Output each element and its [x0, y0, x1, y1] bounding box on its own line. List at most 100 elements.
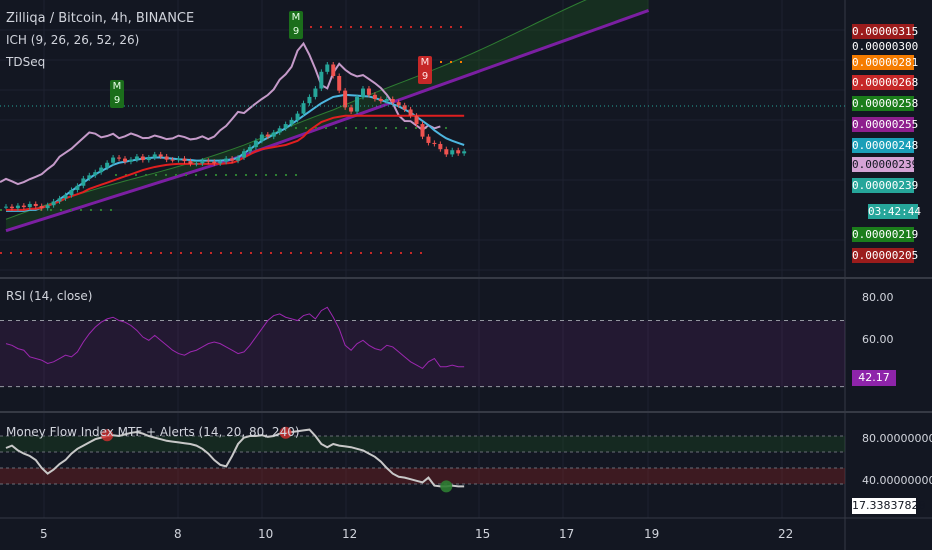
candle-body: [33, 203, 38, 207]
candle-body: [63, 195, 68, 199]
candle-body: [343, 90, 348, 108]
candle-body: [128, 159, 133, 162]
candle-body: [242, 151, 246, 158]
mfi-overbought-band: [0, 436, 845, 452]
candle-body: [152, 154, 157, 158]
price-tag: 0.00000248: [852, 138, 919, 153]
candle-body: [337, 76, 342, 91]
candle-body: [462, 151, 467, 154]
candle-body: [21, 205, 26, 208]
td-marker-green-left: M 9: [110, 80, 124, 108]
mfi-alert-oversold: [440, 480, 453, 493]
mfi-oversold-band: [0, 468, 845, 484]
time-tick-label: 17: [559, 527, 575, 541]
candle-body: [164, 156, 169, 160]
candle-body: [140, 156, 145, 161]
candle-body: [69, 189, 74, 196]
candle-body: [188, 161, 193, 164]
price-tag: 03:42:44: [868, 204, 921, 219]
candle-body: [45, 205, 50, 209]
candle-body: [408, 109, 413, 116]
candle-body: [432, 142, 437, 144]
candle-body: [361, 88, 365, 97]
candle-body: [134, 156, 139, 160]
td-marker-green-top: M 9: [289, 11, 303, 39]
rsi-current-value: 42.17: [852, 370, 896, 386]
tdseq-label: TDSeq: [6, 55, 46, 69]
td-marker-digit: 9: [113, 95, 121, 106]
candle-body: [444, 149, 449, 155]
candle-body: [253, 140, 258, 148]
candle-body: [355, 96, 360, 112]
candle-body: [307, 96, 312, 104]
candle-body: [390, 99, 395, 103]
td-marker-digit: 9: [421, 71, 429, 82]
candle-body: [247, 147, 252, 152]
candle-body: [99, 167, 104, 173]
candle-body: [456, 150, 461, 154]
candle-body: [81, 178, 86, 186]
candle-body: [200, 160, 205, 164]
candle-body: [57, 198, 62, 202]
candle-body: [414, 115, 419, 125]
candle-body: [236, 157, 241, 161]
candle-body: [372, 94, 377, 99]
td-marker-letter: M: [112, 81, 122, 92]
price-tag: 0.00000281: [852, 55, 919, 70]
candle-body: [426, 136, 431, 143]
candle-body: [218, 161, 223, 164]
candle-body: [319, 71, 324, 89]
price-tag: 0.00000239: [852, 178, 919, 193]
candle-body: [378, 99, 383, 102]
price-tag: 0.00000255: [852, 117, 919, 132]
time-tick-label: 8: [174, 527, 182, 541]
candle-body: [420, 124, 425, 137]
candle-body: [194, 163, 199, 165]
candle-body: [325, 64, 330, 72]
td-marker-letter: M: [291, 12, 301, 23]
ichimoku-cloud: [6, 0, 649, 231]
candle-body: [206, 160, 211, 162]
candle-body: [170, 159, 175, 161]
candle-body: [146, 157, 151, 161]
price-tag: 0.00000268: [852, 75, 919, 90]
candle-body: [111, 157, 116, 163]
price-tag: 0.00000315: [852, 24, 919, 39]
price-tag: 0.00000258: [852, 96, 919, 111]
candle-body: [15, 205, 20, 209]
candle-body: [259, 134, 264, 141]
senkou-span-b-line: [5, 9, 650, 233]
candle-body: [182, 158, 187, 162]
chikou-span-line: [0, 41, 441, 186]
price-tag: 0.00000239: [852, 157, 919, 172]
time-tick-label: 22: [778, 527, 794, 541]
candle-body: [331, 64, 336, 76]
candle-body: [39, 206, 44, 209]
candle-body: [283, 124, 288, 129]
senkou-span-a-line: [5, 0, 587, 220]
mfi-label: Money Flow Index MTF + Alerts (14, 20, 8…: [6, 425, 300, 439]
mfi-line: [5, 428, 465, 488]
td-marker-red: M 9: [418, 56, 432, 84]
rsi-label: RSI (14, close): [6, 289, 93, 303]
candle-body: [366, 88, 371, 95]
candle-body: [396, 102, 401, 106]
candle-body: [277, 128, 282, 133]
symbol-title: Zilliqa / Bitcoin, 4h, BINANCE: [6, 11, 195, 26]
candle-body: [105, 162, 110, 168]
mfi-current-value: 17.33837828: [852, 498, 926, 514]
ichimoku-label: ICH (9, 26, 26, 52, 26): [6, 33, 140, 47]
candle-body: [123, 158, 127, 162]
candle-body: [438, 143, 443, 150]
price-tag: 0.00000205: [852, 248, 919, 263]
kijun-line: [6, 114, 465, 211]
candle-body: [9, 206, 14, 209]
candle-body: [295, 113, 300, 120]
candle-body: [117, 157, 122, 159]
time-tick-label: 15: [475, 527, 491, 541]
td-marker-digit: 9: [292, 26, 300, 37]
rsi-band: [0, 320, 845, 387]
rsi-line: [5, 306, 465, 370]
candle-body: [271, 132, 276, 137]
